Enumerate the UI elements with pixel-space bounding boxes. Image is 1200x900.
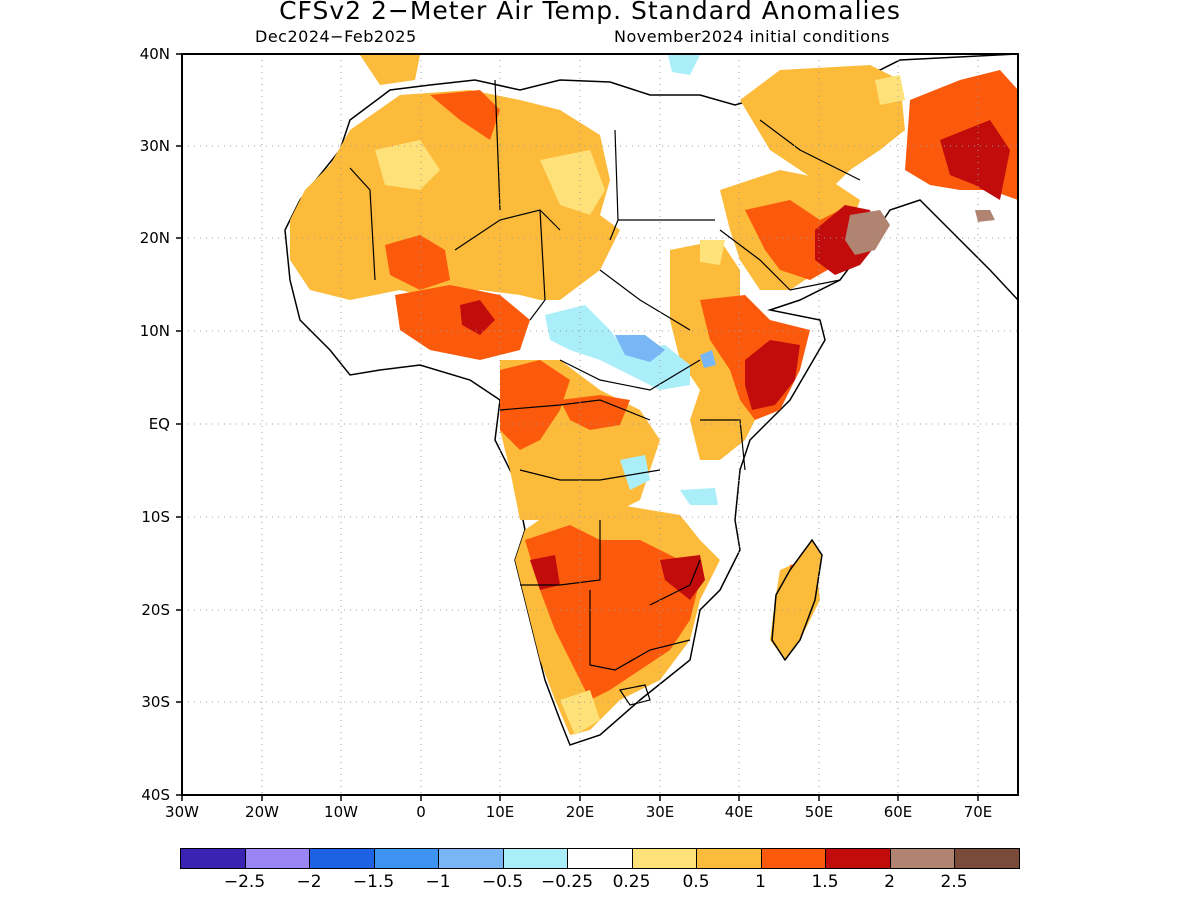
colorbar-label: 1.5 <box>811 872 839 892</box>
colorbar-swatch <box>567 848 633 869</box>
colorbar-swatch <box>631 848 697 869</box>
lon-label: 20W <box>245 803 279 821</box>
lon-label: 70E <box>963 803 993 821</box>
colorbar-label: −1 <box>425 872 451 892</box>
lat-label: 10S <box>141 508 170 526</box>
colorbar-label: 2.5 <box>940 872 968 892</box>
colorbar-label: −0.5 <box>481 872 524 892</box>
lon-label: 30E <box>645 803 675 821</box>
country-borders <box>349 79 861 706</box>
lon-label: 60E <box>883 803 913 821</box>
colorbar-swatch <box>696 848 762 869</box>
anomaly-2-2.5 <box>845 210 995 255</box>
lon-label: 40E <box>724 803 754 821</box>
colorbar-label: 1 <box>755 872 766 892</box>
colorbar-swatch <box>954 848 1020 869</box>
lat-label: 40S <box>141 786 170 804</box>
lat-label: 30S <box>141 693 170 711</box>
colorbar-swatch <box>309 848 375 869</box>
lon-label: 30W <box>165 803 199 821</box>
lat-label: 20S <box>141 601 170 619</box>
colorbar-swatch <box>438 848 504 869</box>
colorbar-swatch <box>502 848 568 869</box>
colorbar-swatch <box>373 848 439 869</box>
colorbar-label: −2 <box>296 872 322 892</box>
anomaly-0.25-0.5 <box>375 75 905 735</box>
colorbar-swatch <box>889 848 955 869</box>
lat-label: 40N <box>139 45 170 63</box>
forecast-period: Dec2024−Feb2025 <box>255 27 417 46</box>
lon-label: 10W <box>324 803 358 821</box>
colorbar-swatch <box>760 848 826 869</box>
anomaly-neg1-neg0.5 <box>615 335 716 368</box>
lat-label: EQ <box>148 415 170 433</box>
land-madagascar <box>771 538 823 662</box>
axis-ticks <box>176 53 979 801</box>
colorbar-label: −1.5 <box>352 872 395 892</box>
colorbar-label: −0.25 <box>540 872 594 892</box>
colorbar-swatch <box>244 848 310 869</box>
colorbar-label: 0.25 <box>612 872 651 892</box>
colorbar-swatch <box>180 848 246 869</box>
colorbar-label: −2.5 <box>223 872 266 892</box>
colorbar-label: 0.5 <box>682 872 710 892</box>
lon-label: 50E <box>804 803 834 821</box>
graticule <box>182 54 1018 795</box>
lon-label: 10E <box>485 803 515 821</box>
lon-label: 0 <box>416 803 426 821</box>
lon-label: 20E <box>565 803 595 821</box>
map-title: CFSv2 2−Meter Air Temp. Standard Anomali… <box>279 0 901 25</box>
lat-label: 20N <box>139 229 170 247</box>
initial-conditions: November2024 initial conditions <box>614 27 890 46</box>
lat-label: 10N <box>139 322 170 340</box>
colorbar-label: 2 <box>884 872 895 892</box>
colorbar-swatch <box>825 848 891 869</box>
anomaly-neg0.5-neg0.25 <box>545 55 718 505</box>
lat-label: 30N <box>139 137 170 155</box>
